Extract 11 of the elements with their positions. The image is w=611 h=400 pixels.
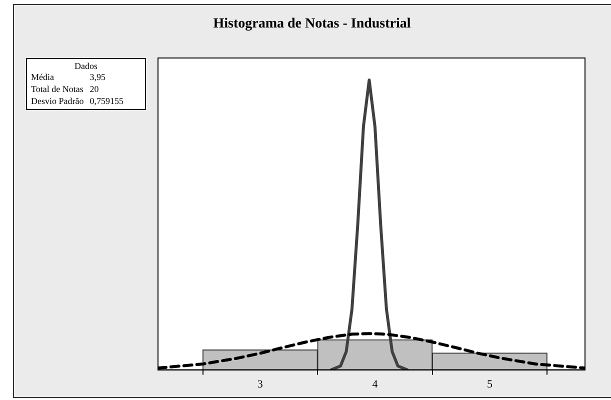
text: 3,95 [90,71,106,83]
x-tick-label: 5 [486,378,493,390]
x-tick-label: 4 [372,378,378,390]
text: Desvio Padrão [31,95,85,107]
text: Média [31,71,55,83]
text: Dados [74,61,98,71]
x-tick-label: 3 [257,378,264,390]
text: Total de Notas [31,83,84,95]
text: 20 [90,83,100,95]
text: 0,759155 [90,95,124,107]
chart-title: Histograma de Notas - Industrial [213,16,411,32]
